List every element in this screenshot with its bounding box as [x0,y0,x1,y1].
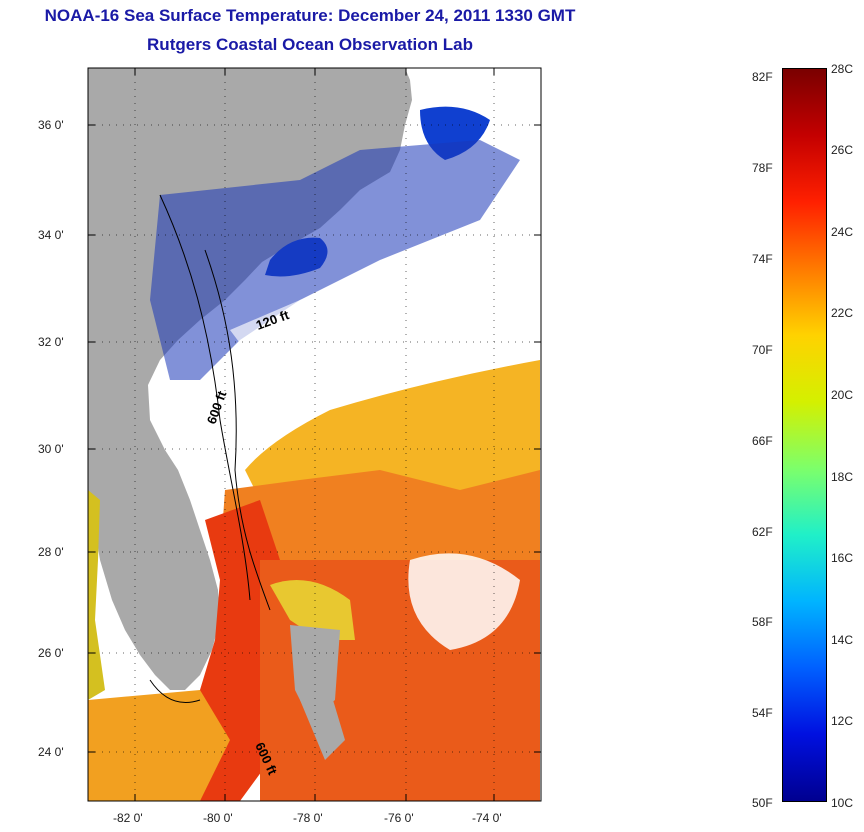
lat-tick-label: 34 0' [38,228,64,242]
colorbar-fahrenheit-label: 50F [752,796,773,810]
lat-tick-label: 28 0' [38,545,64,559]
gulfstream-core [220,470,540,570]
colorbar-fahrenheit-label: 58F [752,615,773,629]
colorbar-celsius-label: 28C [831,62,854,76]
colorbar-fahrenheit-label: 66F [752,434,773,448]
colorbar-fahrenheit-label: 54F [752,706,773,720]
lon-tick-label: -76 0' [384,811,414,825]
cloud-band [230,220,540,370]
lon-tick-label: -80 0' [203,811,233,825]
colorbar-fahrenheit-label: 74F [752,252,773,266]
colorbar-celsius-label: 16C [831,551,854,565]
map-subtitle: Rutgers Coastal Ocean Observation Lab [147,35,473,54]
cold-water-scatter [150,140,520,380]
gulf-coast-warm-water [88,490,105,700]
colorbar-celsius-label: 24C [831,225,854,239]
temperature-colorbar [782,68,827,802]
florida-keys-water [88,690,230,801]
colorbar-celsius-label: 18C [831,470,854,484]
map-title: NOAA-16 Sea Surface Temperature: Decembe… [44,6,576,25]
colorbar-fahrenheit-label: 82F [752,70,773,84]
bahamas-island-south [300,690,345,760]
colorbar-celsius-label: 26C [831,143,854,157]
colorbar-celsius-label: 12C [831,714,854,728]
colorbar-fahrenheit-label: 70F [752,343,773,357]
isobath-contour-keys [149,679,201,703]
lat-tick-label: 26 0' [38,646,64,660]
colorbar-fahrenheit-label: 78F [752,161,773,175]
colorbar-celsius-label: 14C [831,633,854,647]
lat-tick-label: 36 0' [38,118,64,132]
lat-tick-label: 24 0' [38,745,64,759]
map-content [88,68,541,801]
axis-ticks [88,68,541,801]
lon-tick-label: -78 0' [293,811,323,825]
colorbar-celsius-label: 22C [831,306,854,320]
isobath-600ft [204,249,271,611]
cloud-patch-east [408,553,520,650]
lat-tick-label: 30 0' [38,442,64,456]
lon-tick-label: -82 0' [113,811,143,825]
colorbar-celsius-label: 10C [831,796,854,810]
lat-tick-label: 32 0' [38,335,64,349]
colorbar-celsius-label: 20C [831,388,854,402]
colorbar-fahrenheit-label: 62F [752,525,773,539]
bahama-banks-north [270,580,355,640]
lon-tick-label: -74 0' [472,811,502,825]
isobath-120ft [159,194,251,601]
